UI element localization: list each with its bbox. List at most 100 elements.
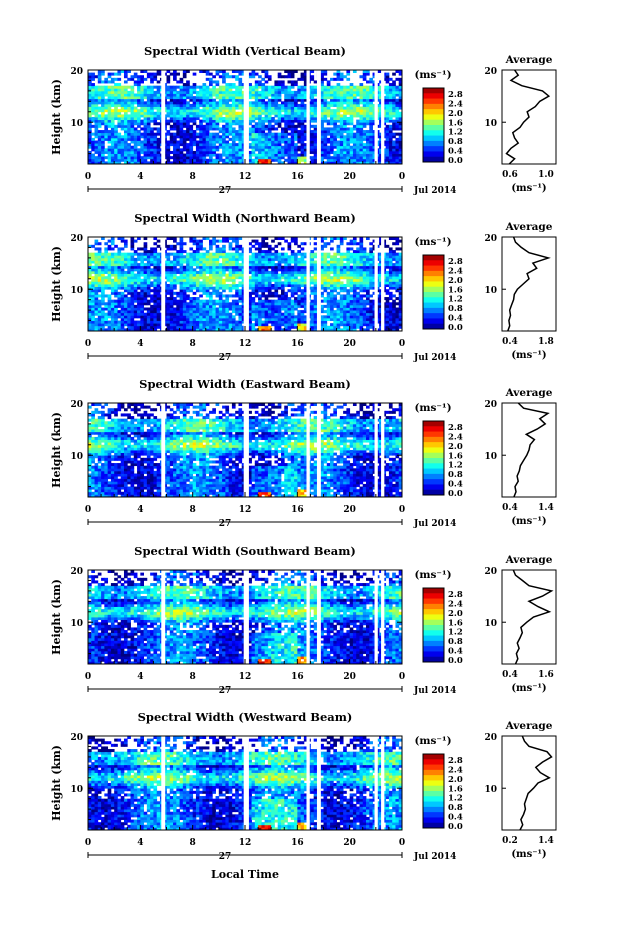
panel-northward: Spectral Width (Northward Beam) 20 10 Heigh…: [50, 211, 557, 363]
colorbar-segment: [423, 297, 444, 304]
colorbar-segment: [423, 88, 444, 94]
x-tick-label: 0: [85, 505, 91, 515]
x-tick-label: 0: [85, 172, 91, 182]
y-axis-label: Height (km): [50, 412, 63, 488]
date-label: Jul 2014: [413, 353, 456, 363]
colorbar-segment: [423, 436, 444, 443]
x-tick-label: 16: [291, 838, 304, 848]
colorbar-tick-label: 0.8: [448, 637, 463, 647]
colorbar-tick-label: 0.0: [448, 156, 463, 166]
heatmap-westward: [88, 736, 403, 831]
colorbar-segment: [423, 640, 444, 647]
x-tick-label: 20: [343, 672, 356, 682]
colorbar-segment: [423, 656, 444, 663]
colorbar-segment: [423, 93, 444, 100]
colorbar-segment: [423, 619, 444, 626]
average-x-tick-label: 0.4: [502, 503, 518, 513]
colorbar-segment: [423, 635, 444, 642]
data-gap: [374, 736, 378, 830]
colorbar-tick-label: 0.0: [448, 656, 463, 666]
colorbar-segment: [423, 265, 444, 272]
y-tick-label: 20: [70, 567, 83, 577]
x-tick-label: 0: [399, 505, 405, 515]
colorbar-segment: [423, 119, 444, 126]
x-tick-label: 16: [291, 172, 304, 182]
x-tick-label: 8: [190, 672, 196, 682]
colorbar-segment: [423, 286, 444, 293]
day-label: 27: [219, 186, 232, 196]
x-tick-label: 4: [137, 505, 143, 515]
colorbar-segment: [423, 614, 444, 621]
average-unit: (ms⁻¹): [511, 350, 546, 361]
colorbar-segment: [423, 260, 444, 267]
x-tick-label: 20: [343, 505, 356, 515]
data-gap: [306, 736, 310, 830]
y-tick-label: 20: [70, 733, 83, 743]
y-axis-label: Height (km): [50, 745, 63, 821]
average-x-tick-label: 1.8: [538, 337, 554, 347]
data-gap: [374, 403, 378, 497]
colorbar-segment: [423, 479, 444, 485]
colorbar-segment: [423, 463, 444, 470]
average-y-tick-label: 10: [484, 286, 497, 296]
colorbar-segment: [423, 780, 444, 787]
colorbar-segment: [423, 146, 444, 152]
x-tick-label: 0: [399, 838, 405, 848]
x-tick-label: 0: [85, 838, 91, 848]
panel-title: Spectral Width (Southward Beam): [134, 544, 356, 558]
average-line: [519, 735, 553, 831]
colorbar-tick-label: 2.4: [448, 266, 463, 276]
average-unit: (ms⁻¹): [511, 683, 546, 694]
day-label: 27: [219, 353, 232, 363]
average-title: Average: [505, 720, 553, 732]
colorbar-segment: [423, 426, 444, 433]
data-gap: [243, 237, 249, 331]
colorbar-segment: [423, 313, 444, 319]
average-x-tick-label: 1.6: [538, 670, 554, 680]
colorbar-frame: [422, 753, 445, 829]
average-profile-southward: Average 20 10 0.4 1.6 (ms⁻¹): [484, 554, 557, 694]
colorbar-tick-label: 2.0: [448, 609, 463, 619]
y-tick-label: 10: [70, 452, 83, 462]
colorbar-tick-label: 2.8: [448, 90, 463, 100]
average-profile-northward: Average 20 10 0.4 1.8 (ms⁻¹): [484, 221, 557, 361]
x-tick-label: 0: [399, 672, 405, 682]
panel-eastward: Spectral Width (Eastward Beam) 20 10 Height…: [50, 377, 557, 529]
colorbar-segment: [423, 791, 444, 797]
average-x-tick-label: 0.4: [502, 337, 518, 347]
colorbar-segment: [423, 593, 444, 600]
colorbar-unit: (ms⁻¹): [414, 236, 451, 248]
heatmap-southward: [88, 570, 403, 665]
colorbar-tick-label: 1.6: [448, 618, 463, 628]
colorbar-tick-label: 1.2: [448, 295, 463, 305]
average-y-tick-label: 10: [484, 119, 497, 129]
colorbar-tick-label: 2.0: [448, 775, 463, 785]
colorbar-segment: [423, 270, 444, 277]
average-profile-vertical: Average 20 10 0.6 1.0 (ms⁻¹): [484, 54, 557, 194]
colorbar-frame: [422, 87, 445, 163]
colorbar-segment: [423, 625, 444, 631]
colorbar-segment: [423, 130, 444, 137]
colorbar-segment: [423, 135, 444, 142]
day-label: 27: [219, 686, 232, 696]
colorbar-segment: [423, 759, 444, 766]
colorbar-segment: [423, 140, 444, 147]
colorbar-segment: [423, 255, 444, 261]
y-tick-label: 10: [70, 119, 83, 129]
y-tick-label: 20: [70, 234, 83, 244]
colorbar-tick-label: 1.2: [448, 628, 463, 638]
x-tick-label: 20: [343, 339, 356, 349]
x-tick-label: 12: [239, 505, 252, 515]
colorbar-segment: [423, 764, 444, 771]
day-label: 27: [219, 852, 232, 862]
average-title: Average: [505, 221, 553, 233]
data-gap: [306, 237, 310, 331]
average-frame: [501, 569, 557, 665]
average-x-tick-label: 1.4: [538, 503, 554, 513]
colorbar-segment: [423, 775, 444, 781]
colorbar-segment: [423, 447, 444, 454]
data-gap: [316, 70, 321, 164]
x-tick-label: 16: [291, 339, 304, 349]
colorbar-tick-label: 1.2: [448, 461, 463, 471]
average-frame: [501, 69, 557, 165]
